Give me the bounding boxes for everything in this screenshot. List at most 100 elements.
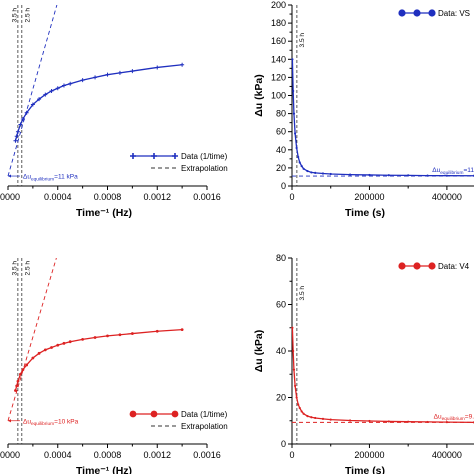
legend-data-marker	[428, 9, 436, 17]
data-point	[329, 418, 332, 421]
equilibrium-prefix: Δu	[23, 418, 31, 425]
y-tick-label: 60	[276, 300, 286, 310]
series-extrapolation-line	[7, 5, 58, 177]
data-point	[15, 129, 20, 134]
data-point	[387, 420, 390, 423]
x-tick-label: 0000	[0, 450, 20, 460]
data-point	[314, 416, 317, 420]
x-tick-label: 200000	[354, 450, 384, 460]
hour-mark-label: 3.5 h	[11, 261, 18, 276]
data-point	[329, 172, 332, 176]
x-axis-title: Time (s)	[345, 207, 385, 219]
data-point	[300, 164, 303, 168]
data-point	[348, 419, 352, 422]
data-series-line	[14, 64, 183, 141]
panel-bottom-right: 0 200000 400000 0 20 40 60 80 Δu (kPa) Time (s) 3.…	[253, 253, 474, 474]
x-tick-label: 0	[289, 450, 294, 460]
data-point	[37, 351, 41, 355]
data-point	[302, 167, 305, 170]
y-axis-title: Δu (kPa)	[253, 74, 265, 117]
data-point	[302, 412, 305, 415]
data-point	[93, 336, 97, 339]
data-series-line	[291, 327, 474, 424]
equilibrium-subscript: equilibrium	[440, 170, 463, 176]
y-tick-label: 80	[276, 109, 286, 119]
data-point	[18, 122, 23, 127]
legend-extrapolation-label: Extrapolation	[181, 422, 228, 431]
data-point	[30, 102, 35, 107]
data-point	[310, 416, 313, 419]
data-point	[19, 372, 22, 376]
data-point	[368, 419, 371, 423]
data-point	[321, 417, 325, 420]
x-tick-label: 400000	[432, 192, 462, 202]
hour-mark-label: 3.5 h	[299, 286, 306, 301]
data-point	[37, 97, 42, 102]
equilibrium-label: Δuequilibrium=9.	[434, 413, 474, 422]
y-tick-label: 160	[271, 36, 286, 46]
data-point	[93, 75, 98, 80]
data-point	[130, 332, 134, 335]
data-point	[314, 171, 317, 174]
data-point	[56, 343, 60, 347]
data-point	[298, 406, 301, 410]
equilibrium-subscript: equilibrium	[31, 176, 54, 182]
data-point	[130, 69, 135, 74]
x-tick-label: 200000	[354, 192, 384, 202]
x-tick-label: 0.0008	[94, 450, 122, 460]
legend-data-marker	[130, 153, 136, 159]
data-point	[14, 389, 17, 392]
y-tick-label: 180	[271, 18, 286, 28]
y-tick-label: 0	[281, 439, 286, 449]
data-point	[297, 403, 300, 406]
x-tick-label: 0.0004	[44, 450, 72, 460]
data-point	[295, 146, 298, 150]
hour-mark-label: 3.5 h	[11, 8, 18, 23]
data-point	[50, 346, 53, 349]
legend-data-marker	[151, 153, 157, 159]
x-tick-label: 0.0016	[193, 192, 221, 202]
data-point	[43, 92, 48, 97]
data-point	[180, 62, 185, 67]
legend-data-label: Data: V4	[438, 262, 470, 271]
data-series-line	[291, 59, 474, 177]
data-point	[43, 348, 47, 352]
data-point	[368, 173, 371, 177]
x-axis-title: Time⁻¹ (Hz)	[76, 465, 132, 474]
data-point	[298, 161, 301, 164]
y-tick-label: 200	[271, 0, 286, 10]
data-point	[13, 138, 18, 143]
legend-data-marker	[150, 410, 158, 418]
legend-data-marker	[398, 262, 406, 270]
y-tick-label: 60	[276, 127, 286, 137]
x-tick-label: 0.0012	[143, 450, 171, 460]
panel-bottom-left: 0000 0.0004 0.0008 0.0012 0.0016 Time⁻¹ (Hz) 3…	[0, 258, 228, 474]
legend-data-label: Data (1/time)	[181, 410, 228, 419]
data-point	[25, 363, 29, 367]
x-axis-title: Time (s)	[345, 465, 385, 474]
data-point	[24, 110, 29, 115]
series-extrapolation-line	[7, 258, 57, 421]
data-point	[62, 341, 66, 345]
x-tick-label: 0.0016	[193, 450, 221, 460]
data-point	[118, 333, 122, 337]
equilibrium-arrowhead	[8, 174, 11, 178]
hour-mark-label: 3.5 h	[299, 33, 306, 48]
legend-data-label: Data: VS	[438, 9, 470, 18]
equilibrium-subscript: equilibrium	[442, 416, 465, 422]
equilibrium-suffix: =11 kPa	[54, 174, 78, 181]
data-point	[306, 169, 309, 173]
data-point	[16, 379, 20, 383]
data-point	[68, 81, 73, 86]
data-point	[14, 134, 19, 139]
data-point	[21, 368, 25, 371]
legend-data-marker	[413, 9, 421, 17]
y-tick-label: 80	[276, 253, 286, 263]
panel-top-left: 0000 0.0004 0.0008 0.0012 0.0016 Time⁻¹ (Hz) 3…	[0, 5, 228, 219]
data-point	[321, 172, 325, 175]
x-tick-label: 0.0004	[44, 192, 72, 202]
legend-data-marker	[398, 9, 406, 17]
equilibrium-prefix: Δu	[23, 174, 31, 181]
data-point	[81, 337, 85, 341]
